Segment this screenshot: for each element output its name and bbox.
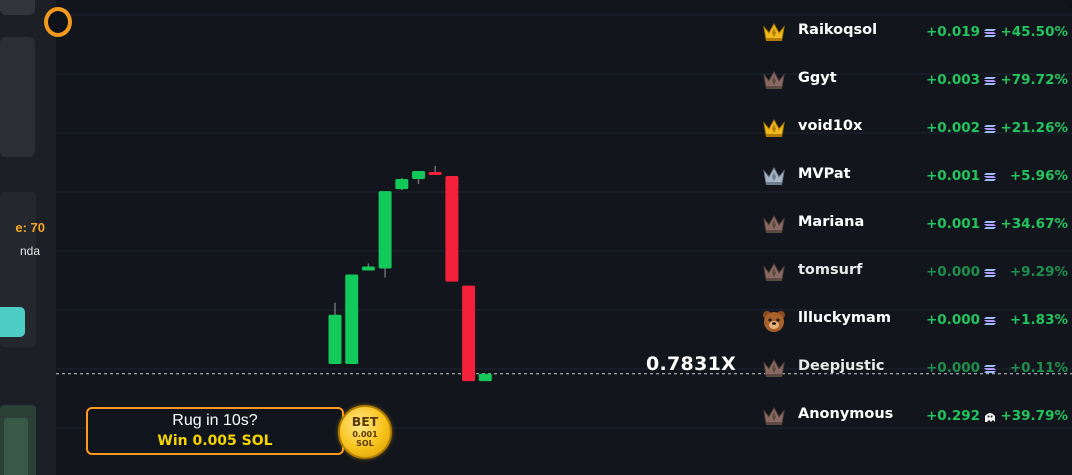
- leaderboard-row[interactable]: Mariana +0.001 +34.67%: [762, 210, 1068, 240]
- sidebar-bottom-inner: [4, 418, 28, 475]
- silver-crown-icon: [762, 165, 786, 187]
- bet-button[interactable]: BET 0.001 SOL: [338, 405, 392, 459]
- bet-amount: 0.001 SOL: [340, 430, 390, 448]
- gold-crown-icon: [762, 21, 786, 43]
- player-name: void10x: [798, 118, 863, 134]
- player-percent: +79.72%: [1000, 72, 1068, 88]
- ghost-icon: [984, 411, 996, 423]
- candle-body: [378, 191, 392, 269]
- player-percent: +34.67%: [1000, 216, 1068, 232]
- left-sidebar: e: 70 nda: [0, 0, 56, 475]
- player-percent: +9.29%: [1009, 264, 1068, 280]
- player-percent: +45.50%: [1000, 24, 1068, 40]
- player-profit: +0.002: [925, 120, 980, 136]
- player-name: Deepjustic: [798, 358, 885, 374]
- sidebar-card-top[interactable]: [0, 0, 35, 15]
- player-name: Anonymous: [798, 406, 894, 422]
- candles-group: [328, 165, 492, 382]
- candle-body: [478, 373, 492, 382]
- candle-body: [345, 274, 359, 364]
- candle-body: [462, 285, 476, 382]
- player-profit: +0.001: [925, 216, 980, 232]
- player-name: MVPat: [798, 166, 851, 182]
- player-percent: +21.26%: [1000, 120, 1068, 136]
- price-chart: 0.7831X Raikoqsol +0.019 +45.50% Ggyt +0.003…: [44, 0, 1072, 475]
- player-name: llluckymam: [798, 310, 891, 326]
- bet-amount-currency: SOL: [356, 439, 374, 448]
- player-name: tomsurf: [798, 262, 863, 278]
- solana-icon: [984, 123, 996, 135]
- leaderboard-row[interactable]: Deepjustic +0.000 +0.11%: [762, 354, 1068, 384]
- rug-win-amount: Win 0.005 SOL: [157, 433, 273, 449]
- leaderboard-row[interactable]: Raikoqsol +0.019 +45.50%: [762, 18, 1068, 48]
- leaderboard-row[interactable]: void10x +0.002 +21.26%: [762, 114, 1068, 144]
- solana-icon: [984, 171, 996, 183]
- sidebar-card[interactable]: [0, 37, 35, 157]
- player-profit: +0.019: [925, 24, 980, 40]
- candle-body: [395, 179, 409, 190]
- leaderboard-row[interactable]: Ggyt +0.003 +79.72%: [762, 66, 1068, 96]
- player-percent: +39.79%: [1000, 408, 1068, 424]
- rug-title: Rug in 10s?: [172, 412, 258, 429]
- player-name: Mariana: [798, 214, 865, 230]
- solana-icon: [984, 219, 996, 231]
- gold-crown-icon: [762, 117, 786, 139]
- bronze-crown-icon: [762, 69, 786, 91]
- player-percent: +1.83%: [1009, 312, 1068, 328]
- player-profit: +0.000: [925, 264, 980, 280]
- solana-icon: [984, 27, 996, 39]
- leaderboard-row[interactable]: MVPat +0.001 +5.96%: [762, 162, 1068, 192]
- bronze-crown-icon: [762, 213, 786, 235]
- candle-body: [361, 266, 375, 271]
- leaderboard-row[interactable]: llluckymam +0.000 +1.83%: [762, 306, 1068, 336]
- bet-label: BET: [351, 414, 379, 429]
- bronze-crown-icon: [762, 405, 786, 427]
- sidebar-user-text: nda: [19, 244, 40, 258]
- bet-amount-value: 0.001: [352, 430, 378, 439]
- player-name: Raikoqsol: [798, 22, 878, 38]
- bear-icon: [762, 309, 786, 332]
- player-name: Ggyt: [798, 70, 837, 86]
- solana-icon: [984, 315, 996, 327]
- candle-body: [428, 172, 442, 176]
- player-profit: +0.000: [925, 360, 980, 376]
- rug-left-badge-inner: [48, 11, 68, 33]
- player-profit: +0.000: [925, 312, 980, 328]
- current-multiplier: 0.7831X: [646, 353, 737, 375]
- leaderboard-row[interactable]: tomsurf +0.000 +9.29%: [762, 258, 1068, 288]
- sidebar-action-button[interactable]: [0, 307, 25, 337]
- candle-body: [328, 314, 342, 364]
- candlestick-chart: [56, 14, 1072, 429]
- player-profit: +0.003: [925, 72, 980, 88]
- leaderboard-row[interactable]: Anonymous +0.292 +39.79%: [762, 402, 1068, 432]
- solana-icon: [984, 267, 996, 279]
- candle-body: [445, 176, 459, 282]
- rug-prediction-banner[interactable]: Rug in 10s? Win 0.005 SOL: [86, 407, 344, 455]
- bronze-crown-icon: [762, 357, 786, 379]
- sidebar-time-text: e: 70: [15, 220, 45, 235]
- bronze-crown-icon: [762, 261, 786, 283]
- candle-body: [412, 171, 425, 180]
- player-profit: +0.001: [925, 168, 980, 184]
- player-percent: +5.96%: [1009, 168, 1068, 184]
- player-profit: +0.292: [925, 408, 980, 424]
- solana-icon: [984, 363, 996, 375]
- solana-icon: [984, 75, 996, 87]
- player-percent: +0.11%: [1009, 360, 1068, 376]
